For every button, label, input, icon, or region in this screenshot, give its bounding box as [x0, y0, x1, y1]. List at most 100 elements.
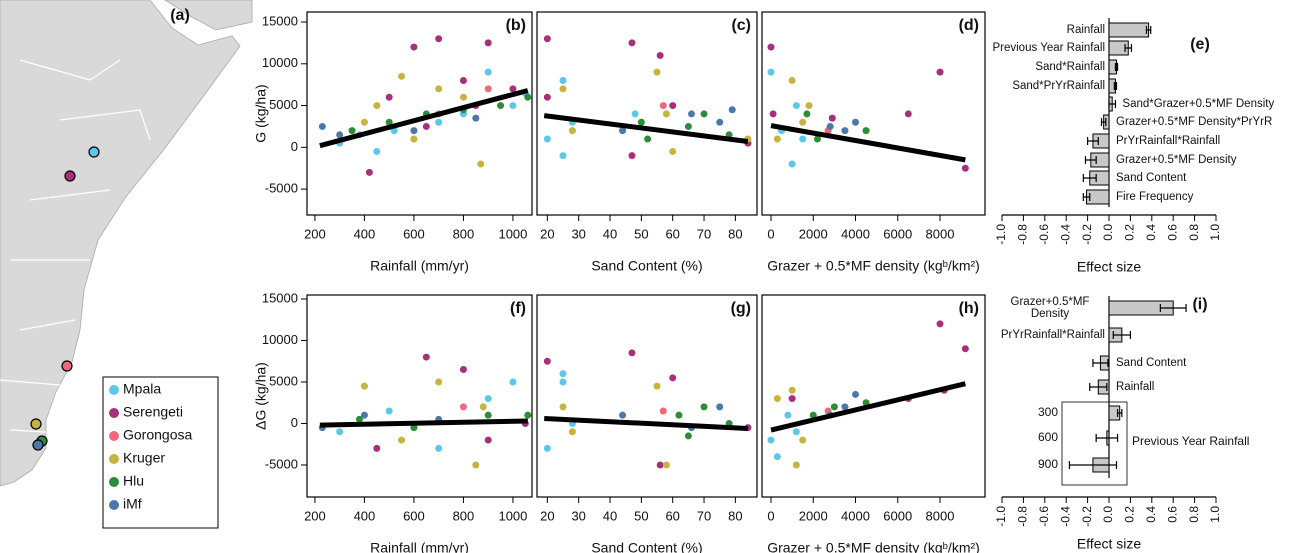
point	[700, 110, 708, 118]
legend-marker	[109, 500, 119, 510]
y-tick-label: 10000	[262, 332, 298, 347]
y-tick-label: 5000	[269, 97, 298, 112]
y-tick-label: -5000	[265, 181, 298, 196]
panel-label: (g)	[731, 300, 751, 317]
x-tick-label: 600	[403, 226, 425, 241]
point	[360, 411, 368, 419]
legend-label: Kruger	[123, 450, 165, 466]
x-tick-label: 1.0	[1208, 506, 1222, 523]
subgroup-name: Previous Year Rainfall	[1132, 434, 1249, 448]
point	[826, 122, 834, 130]
point	[788, 386, 796, 394]
x-tick-label: 0.0	[1101, 506, 1115, 523]
point	[805, 102, 813, 110]
point	[653, 382, 661, 390]
point	[809, 411, 817, 419]
point	[355, 415, 363, 423]
x-tick-label: 1000	[498, 226, 527, 241]
x-tick-label: 2000	[799, 226, 828, 241]
site-marker	[64, 170, 76, 182]
point	[961, 345, 969, 353]
y-tick-label: 10000	[262, 55, 298, 70]
point	[477, 160, 485, 168]
x-tick-label: 80	[728, 226, 742, 241]
fit-line	[543, 113, 749, 144]
x-tick-label: 4000	[841, 226, 870, 241]
point	[799, 118, 807, 126]
x-axis-title: Sand Content (%)	[591, 540, 702, 553]
point	[669, 102, 677, 110]
x-tick-label: -0.4	[1058, 506, 1072, 527]
error-bar	[1145, 26, 1152, 34]
x-axis-title: Effect size	[1077, 259, 1142, 275]
bar-label: Sand Content	[1116, 357, 1187, 369]
point	[961, 164, 969, 172]
subgroup-label: 900	[1038, 457, 1058, 471]
x-tick-label: 60	[665, 226, 679, 241]
land	[164, 0, 253, 31]
point	[936, 320, 944, 328]
plot-frame	[761, 294, 986, 498]
border	[0, 59, 151, 433]
fit-line	[770, 381, 966, 433]
point	[543, 35, 551, 43]
bar-label: Sand*Rainfall	[1035, 61, 1105, 73]
point	[767, 68, 775, 76]
x-tick-label: 60	[665, 508, 679, 523]
point	[509, 102, 517, 110]
fit-line	[770, 123, 966, 163]
point	[435, 118, 443, 126]
point	[484, 395, 492, 403]
bar-label: Sand*Grazer+0.5*MF Density	[1122, 98, 1275, 110]
point	[484, 39, 492, 47]
plot-frame	[536, 294, 758, 498]
error-bar	[1092, 359, 1109, 367]
point	[435, 444, 443, 452]
error-bar	[1084, 156, 1097, 164]
point	[716, 403, 724, 411]
x-tick-label: 400	[354, 226, 376, 241]
point	[543, 93, 551, 101]
plot-frame	[306, 294, 533, 498]
point	[669, 374, 677, 382]
legend-marker	[109, 477, 119, 487]
x-tick-label: 0.8	[1187, 224, 1201, 241]
point	[656, 461, 664, 469]
x-tick-label: 200	[304, 226, 326, 241]
point	[792, 461, 800, 469]
x-tick-label: 0.4	[1144, 506, 1158, 523]
y-tick-label: 0	[291, 139, 298, 154]
plot-frame	[761, 11, 986, 216]
y-axis-title: ΔG (kg/ha)	[253, 362, 269, 430]
error-bar	[1112, 331, 1131, 339]
bar-label: Sand Content	[1116, 172, 1187, 184]
x-tick-label: 0.2	[1123, 506, 1137, 523]
point	[828, 114, 836, 122]
y-tick-label: 5000	[269, 373, 298, 388]
subgroup-label: 600	[1038, 430, 1058, 444]
point	[385, 93, 393, 101]
point	[656, 51, 664, 59]
x-tick-label: -0.8	[1016, 506, 1030, 527]
point	[862, 127, 870, 135]
point	[509, 378, 517, 386]
y-tick-label: 15000	[262, 290, 298, 305]
error-bar	[1114, 63, 1119, 71]
legend-label: Gorongosa	[123, 427, 192, 443]
x-axis-title: Grazer + 0.5*MF density (kgᵇ/km²)	[767, 540, 980, 553]
point	[524, 411, 532, 419]
fit-line	[319, 88, 529, 149]
x-tick-label: 0.4	[1144, 224, 1158, 241]
x-tick-label: -1.0	[994, 224, 1008, 245]
error-bar	[1159, 304, 1187, 312]
point	[644, 135, 652, 143]
point	[830, 403, 838, 411]
bar-label: Grazer+0.5*MF Density*PrYrR	[1116, 116, 1273, 128]
point	[767, 43, 775, 51]
legend-marker	[109, 385, 119, 395]
point	[410, 424, 418, 432]
point	[568, 428, 576, 436]
site-marker	[61, 360, 73, 372]
point	[792, 428, 800, 436]
x-tick-label: -0.6	[1037, 506, 1051, 527]
